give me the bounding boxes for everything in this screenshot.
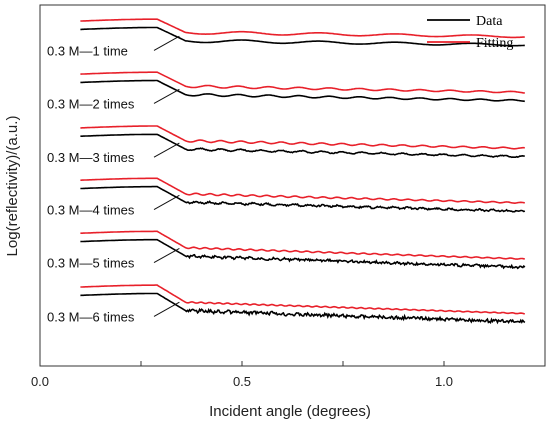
curve-label: 0.3 M—5 times [47, 256, 135, 271]
x-tick-label: 0.5 [233, 374, 251, 389]
plot-frame [39, 4, 546, 367]
plot-area: 0.3 M—1 time 0.3 M—2 times 0.3 M—3 times 0.… [31, 4, 546, 389]
curve-label: 0.3 M—6 times [47, 309, 135, 324]
x-ticks: 0.0 0.5 1.0 [31, 361, 546, 389]
legend: Data Fitting [427, 14, 513, 51]
x-tick-label: 0.0 [31, 374, 49, 389]
curve-label-leader [153, 88, 180, 104]
curve-label-leader [153, 247, 180, 264]
fitting-line [80, 177, 525, 205]
curve-label: 0.3 M—2 times [47, 96, 135, 111]
data-line [80, 79, 525, 103]
curve-label: 0.3 M—3 times [47, 150, 135, 165]
series-layer [80, 18, 526, 325]
fitting-line [80, 284, 525, 315]
fitting-line [80, 18, 525, 39]
data-line [80, 133, 525, 159]
curve-label-leader [153, 301, 180, 317]
annotation-layer: 0.3 M—1 time 0.3 M—2 times 0.3 M—3 times 0.… [47, 35, 180, 324]
data-line [80, 238, 526, 270]
x-axis-title: Incident angle (degrees) [209, 403, 371, 420]
legend-label: Fitting [476, 36, 513, 51]
data-line [80, 292, 526, 325]
data-line [80, 26, 525, 47]
fitting-line [80, 230, 525, 260]
curve-label-leader [153, 142, 180, 158]
curve-label-leader [153, 35, 180, 51]
data-line [80, 185, 526, 213]
curve-label-leader [153, 194, 180, 210]
curve-label: 0.3 M—1 time [47, 43, 128, 58]
y-axis-title: Log(reflectivity)/(a.u.) [4, 116, 21, 257]
x-tick-label: 1.0 [435, 374, 453, 389]
fitting-line [80, 125, 525, 150]
legend-label: Data [476, 14, 503, 29]
fitting-line [80, 71, 525, 94]
curve-label: 0.3 M—4 times [47, 203, 135, 218]
